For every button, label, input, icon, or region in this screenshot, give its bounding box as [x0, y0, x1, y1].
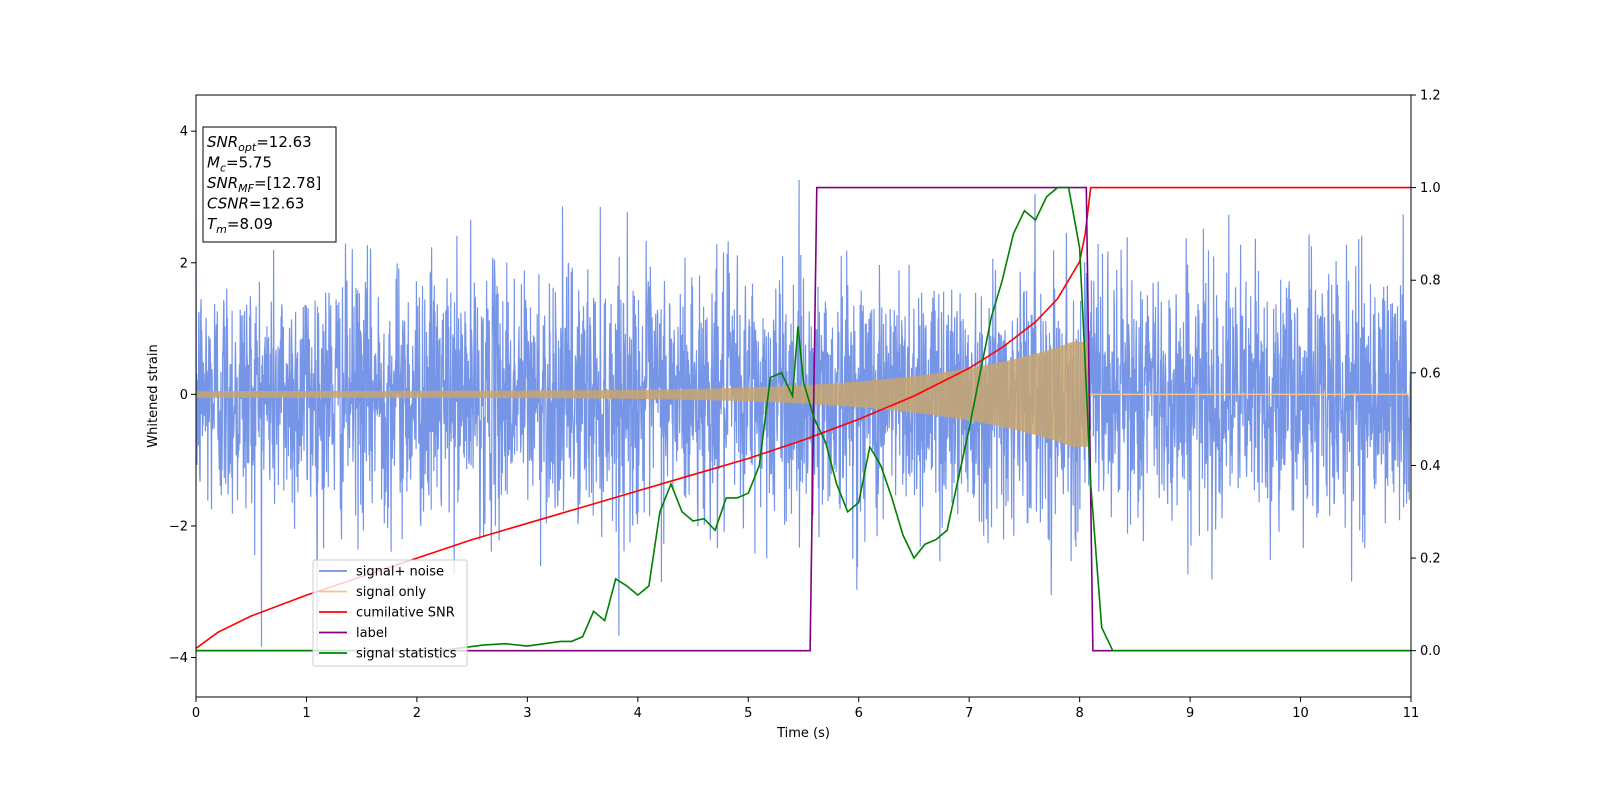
y2-tick-label: 0.0 — [1420, 644, 1441, 659]
legend-label: signal only — [356, 585, 426, 600]
y-tick-label: 2 — [180, 256, 188, 271]
series-signal-noise-line — [196, 179, 1411, 657]
x-tick-label: 7 — [965, 706, 973, 721]
annotation-line: Mc=5.75 — [207, 154, 272, 175]
series-signal-statistics-line — [196, 186, 1411, 652]
legend-label: label — [356, 626, 387, 641]
legend-frame — [312, 559, 468, 667]
legend-label: signal statistics — [356, 647, 457, 662]
y-tick-label: 4 — [180, 125, 188, 140]
y2-tick-label: 0.4 — [1420, 459, 1441, 474]
y-axis-label: Whitened strain — [146, 344, 161, 447]
x-tick-label: 6 — [855, 706, 863, 721]
y2-tick-label: 1.2 — [1420, 89, 1441, 104]
legend: signal+ noise signal only cumilative SNR la… — [312, 559, 468, 667]
axes: 0 1 2 3 4 5 6 7 8 9 10 11 −4 −2 0 2 4 0.0 0.2 0.4 0.6 0.8 1.0 1… — [169, 89, 1441, 722]
x-tick-label: 2 — [413, 706, 421, 721]
annotation-frame — [202, 126, 337, 243]
x-tick-label: 3 — [523, 706, 531, 721]
x-tick-label: 10 — [1292, 706, 1309, 721]
y-tick-label: 0 — [180, 388, 188, 403]
y2-tick-label: 0.6 — [1420, 366, 1441, 381]
x-tick-label: 8 — [1075, 706, 1083, 721]
series-signal-only-area — [196, 341, 1090, 447]
y2-tick-label: 0.2 — [1420, 552, 1441, 567]
y-tick-label: −2 — [169, 519, 188, 534]
legend-label: signal+ noise — [356, 565, 444, 580]
annotation-box: SNRopt=12.63Mc=5.75SNRMF=[12.78]CSNR=12.… — [202, 126, 337, 243]
x-tick-label: 5 — [744, 706, 752, 721]
x-tick-label: 0 — [192, 706, 200, 721]
y2-tick-label: 0.8 — [1420, 274, 1441, 289]
x-tick-label: 9 — [1186, 706, 1194, 721]
annotation-line: CSNR=12.63 — [207, 195, 304, 213]
annotation-line: SNRopt=12.63 — [207, 133, 312, 154]
x-tick-label: 11 — [1403, 706, 1420, 721]
y-tick-label: −4 — [169, 651, 188, 666]
annotation-line: Tm=8.09 — [207, 215, 273, 236]
x-tick-label: 4 — [634, 706, 642, 721]
y2-tick-label: 1.0 — [1420, 181, 1441, 196]
legend-label: cumilative SNR — [356, 606, 455, 621]
annotation-line: SNRMF=[12.78] — [207, 174, 321, 195]
x-axis-label: Time (s) — [776, 726, 830, 741]
plot-frame — [195, 94, 1412, 698]
x-tick-label: 1 — [302, 706, 310, 721]
